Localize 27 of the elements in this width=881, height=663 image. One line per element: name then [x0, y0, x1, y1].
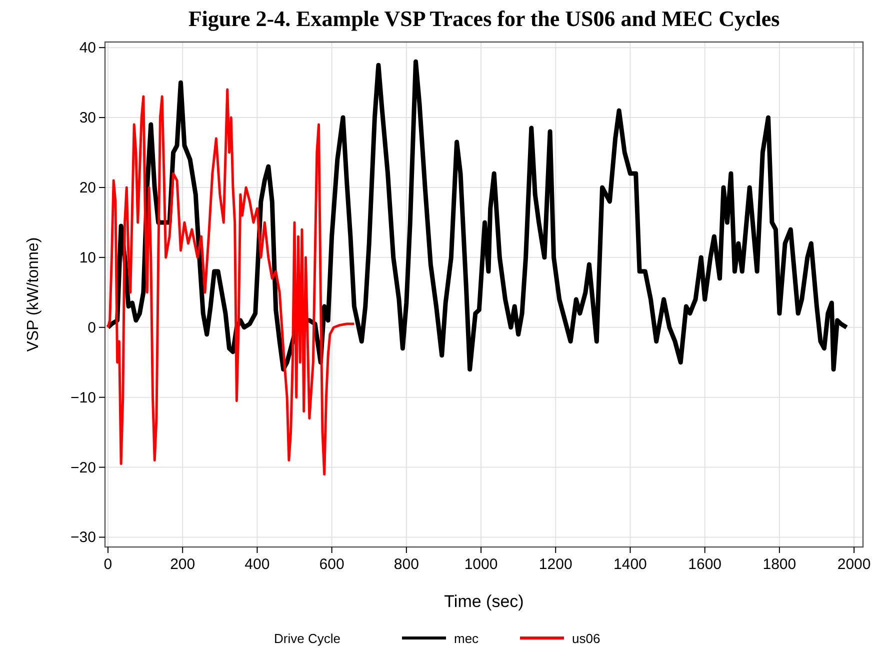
legend-title: Drive Cycle [274, 631, 340, 646]
chart-title: Figure 2-4. Example VSP Traces for the US06 and MEC Cycles [188, 6, 780, 31]
line-series [106, 59, 849, 372]
y-tick-label: −10 [70, 389, 96, 406]
legend-label: us06 [572, 631, 600, 646]
y-axis-title: VSP (kW/tonne) [25, 237, 42, 352]
x-tick-label: 600 [319, 556, 344, 573]
line-series [106, 88, 356, 476]
y-tick-label: 30 [79, 110, 96, 127]
x-tick-label: 1800 [762, 556, 796, 573]
y-tick-label: −20 [70, 459, 96, 476]
x-tick-label: 800 [394, 556, 419, 573]
x-axis-title: Time (sec) [444, 592, 524, 611]
x-tick-label: 1600 [688, 556, 722, 573]
y-tick-label: 40 [79, 40, 96, 57]
x-tick-label: 400 [244, 556, 270, 573]
y-tick-label: −30 [70, 529, 96, 546]
y-tick-label: 20 [79, 179, 96, 196]
x-tick-label: 1200 [538, 556, 572, 573]
x-tick-label: 1000 [464, 556, 498, 573]
x-tick-label: 200 [170, 556, 196, 573]
legend-label: mec [454, 631, 480, 646]
x-tick-label: 2000 [837, 556, 871, 573]
y-tick-label: 0 [88, 319, 96, 336]
x-tick-label: 1400 [614, 556, 647, 573]
y-tick-label: 10 [79, 249, 96, 266]
x-tick-label: 0 [104, 556, 112, 573]
